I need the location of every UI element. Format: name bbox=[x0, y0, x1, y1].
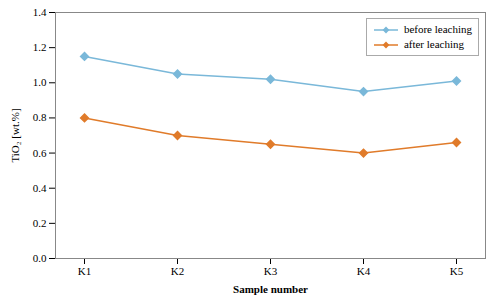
svg-text:K2: K2 bbox=[171, 265, 184, 277]
svg-text:Sample number: Sample number bbox=[233, 283, 308, 295]
svg-text:1.4: 1.4 bbox=[33, 6, 47, 18]
svg-text:K4: K4 bbox=[357, 265, 371, 277]
svg-text:0.2: 0.2 bbox=[33, 217, 47, 229]
svg-text:K3: K3 bbox=[264, 265, 278, 277]
svg-text:0.0: 0.0 bbox=[33, 252, 47, 264]
svg-text:0.6: 0.6 bbox=[33, 147, 47, 159]
svg-text:0.4: 0.4 bbox=[33, 182, 47, 194]
svg-text:1.0: 1.0 bbox=[33, 76, 47, 88]
svg-text:K1: K1 bbox=[78, 265, 91, 277]
svg-text:K5: K5 bbox=[450, 265, 464, 277]
html-text:before leaching: before leaching bbox=[403, 23, 472, 35]
svg-text:0.8: 0.8 bbox=[33, 111, 47, 123]
svg-text:TiO₂ [wt.%]: TiO₂ [wt.%] bbox=[9, 108, 21, 162]
html-text:after leaching: after leaching bbox=[403, 38, 464, 50]
svg-text:1.2: 1.2 bbox=[33, 41, 47, 53]
